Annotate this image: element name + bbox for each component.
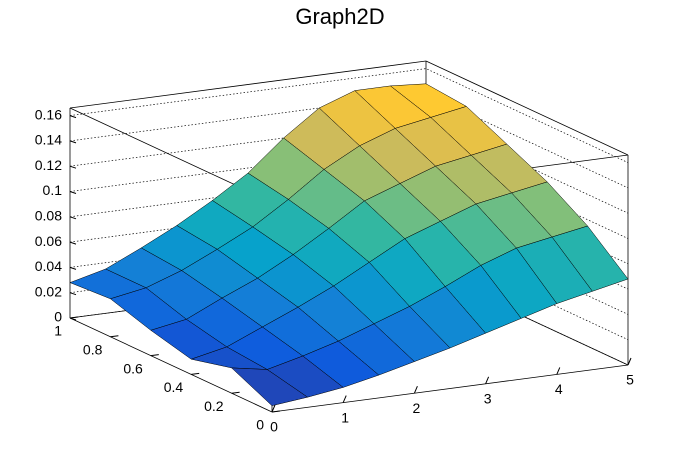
- y-tick-label: 0: [256, 417, 264, 433]
- z-tick: [69, 216, 77, 220]
- box-edge: [69, 60, 427, 109]
- z-tick-label: 0.06: [35, 233, 62, 249]
- z-tick: [69, 266, 77, 270]
- y-tick-label: 0.8: [83, 342, 103, 358]
- z-tick: [69, 292, 77, 296]
- x-tick: [413, 386, 418, 394]
- z-tick-label: 0.16: [35, 106, 62, 122]
- x-tick: [485, 376, 490, 384]
- x-tick-label: 3: [484, 391, 492, 407]
- z-tick-label: 0.14: [35, 132, 62, 148]
- x-tick-label: 1: [341, 409, 349, 425]
- x-tick: [271, 404, 276, 413]
- x-tick-label: 4: [555, 381, 563, 397]
- x-tick-label: 5: [626, 372, 634, 388]
- y-tick: [271, 410, 281, 413]
- box-edge: [69, 317, 273, 413]
- y-tick: [69, 316, 79, 319]
- z-tick: [69, 241, 77, 245]
- x-tick-label: 0: [270, 419, 278, 435]
- z-tick: [69, 165, 77, 169]
- box-edge: [425, 60, 629, 156]
- y-tick: [191, 372, 200, 375]
- surface-cell: [230, 367, 309, 406]
- x-tick: [556, 367, 561, 375]
- x-tick: [627, 357, 632, 366]
- z-tick-label: 0.02: [35, 283, 62, 299]
- y-tick-label: 0.6: [123, 360, 143, 376]
- z-tick: [69, 191, 77, 194]
- z-tick-label: 0.04: [35, 258, 62, 274]
- z-tick: [69, 115, 77, 119]
- y-tick: [110, 335, 119, 338]
- box-edge: [271, 364, 629, 413]
- grid-line: [69, 68, 629, 163]
- grid-line: [69, 93, 629, 189]
- z-tick-label: 0.1: [43, 182, 63, 198]
- chart-title: Graph2D: [295, 4, 384, 29]
- y-tick-label: 0.4: [164, 379, 184, 395]
- x-tick: [342, 395, 347, 403]
- x-tick-label: 2: [413, 400, 421, 416]
- z-tick: [69, 140, 77, 144]
- z-tick-label: 0: [54, 309, 62, 325]
- y-tick: [231, 391, 240, 394]
- z-tick-label: 0.12: [35, 157, 62, 173]
- y-tick-label: 1: [54, 323, 62, 339]
- y-tick: [150, 354, 159, 357]
- z-tick-label: 0.08: [35, 207, 62, 223]
- grid-line: [69, 118, 629, 214]
- y-tick-label: 0.2: [204, 398, 224, 414]
